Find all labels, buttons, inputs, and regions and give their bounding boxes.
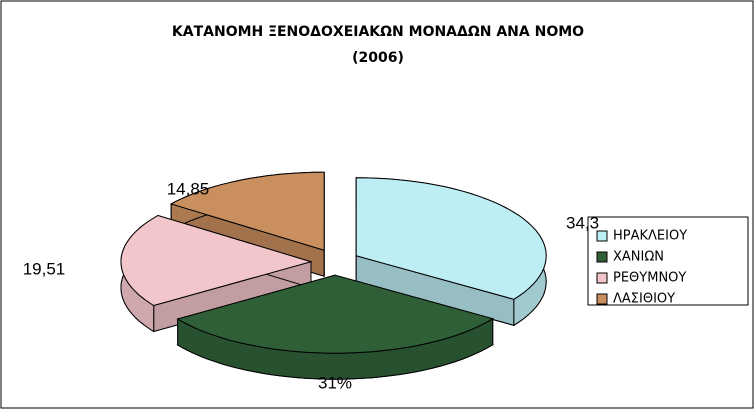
pie-slice	[120, 214, 313, 333]
legend-label: ΡΕΘΥΜΝΟΥ	[613, 271, 686, 286]
pie-slice	[176, 274, 494, 380]
data-label: 19,51	[23, 259, 66, 278]
slice-top	[176, 274, 494, 354]
legend-swatch	[596, 251, 608, 263]
pie-slice	[355, 177, 547, 327]
slice-top	[120, 214, 313, 307]
data-label: 34,3	[566, 213, 599, 232]
legend-label: ΧΑΝΙΩΝ	[613, 250, 664, 265]
chart-subtitle: (2006)	[352, 50, 404, 66]
legend-swatch	[596, 272, 608, 284]
legend-box	[587, 216, 749, 306]
slice-top	[355, 177, 547, 300]
legend-label: ΗΡΑΚΛΕΙΟΥ	[613, 229, 687, 244]
chart-title: ΚΑΤΑΝΟΜΗ ΞΕΝΟΔΟΧΕΙΑΚΩΝ ΜΟΝΑΔΩΝ ΑΝΑ ΝΟΜΟ	[172, 24, 584, 40]
legend-swatch	[596, 293, 608, 305]
legend-label: ΛΑΣΙΘΙΟΥ	[613, 292, 675, 307]
legend-swatch	[596, 230, 608, 242]
data-label: 14,85	[167, 179, 210, 198]
data-label: 31%	[318, 373, 352, 392]
slice-top	[169, 171, 325, 251]
